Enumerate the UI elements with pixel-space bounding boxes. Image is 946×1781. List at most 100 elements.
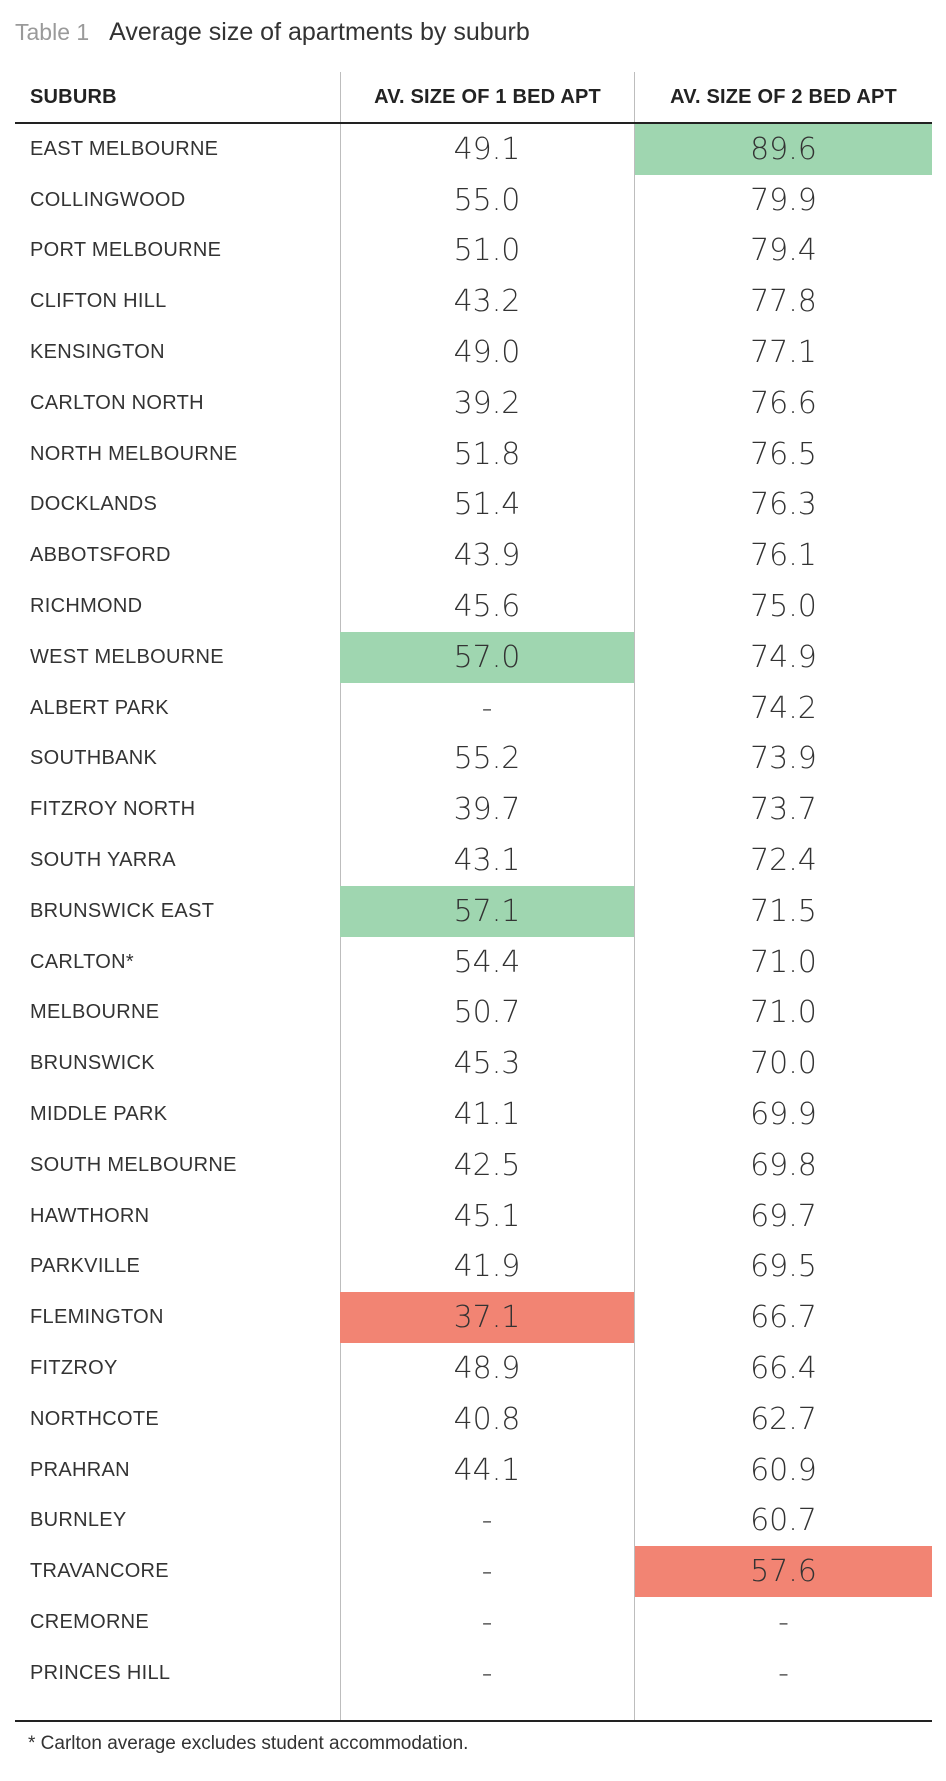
table-row: PORT MELBOURNE 51.0 79.4 <box>15 226 932 277</box>
suburb-cell: ABBOTSFORD <box>30 544 171 567</box>
one-bed-cell: - <box>481 690 493 726</box>
two-bed-cell: 89.6 <box>635 124 932 175</box>
one-bed-cell: 54.4 <box>453 944 521 980</box>
table-row: ALBERT PARK - 74.2 <box>15 683 932 734</box>
one-bed-cell: 50.7 <box>453 995 521 1031</box>
suburb-cell: SOUTH MELBOURNE <box>30 1153 237 1176</box>
two-bed-cell: 57.6 <box>635 1546 932 1598</box>
table-row: HAWTHORN 45.1 69.7 <box>15 1191 932 1242</box>
one-bed-cell: 39.2 <box>453 385 521 421</box>
two-bed-cell: 76.5 <box>750 436 817 472</box>
table-row: BRUNSWICK EAST 57.1 71.5 <box>15 885 932 937</box>
suburb-cell: FITZROY <box>30 1357 118 1380</box>
two-bed-cell: 69.5 <box>750 1249 817 1285</box>
suburb-cell: PRINCES HILL <box>30 1661 171 1684</box>
one-bed-cell: - <box>481 1655 493 1691</box>
two-bed-cell: - <box>778 1605 789 1640</box>
one-bed-cell: 51.4 <box>453 487 521 523</box>
suburb-cell: NORTH MELBOURNE <box>30 442 238 465</box>
table-row: CARLTON* 54.4 71.0 <box>15 937 932 988</box>
suburb-cell: MELBOURNE <box>30 1001 160 1024</box>
two-bed-cell: 72.4 <box>750 843 817 879</box>
one-bed-cell: 57.0 <box>340 631 634 683</box>
one-bed-cell: 55.2 <box>453 741 521 777</box>
one-bed-cell: 40.8 <box>453 1401 521 1437</box>
suburb-cell: EAST MELBOURNE <box>30 137 219 160</box>
one-bed-cell: 49.0 <box>453 335 521 371</box>
one-bed-cell: 45.1 <box>453 1198 521 1234</box>
table-row: MELBOURNE 50.7 71.0 <box>15 988 932 1039</box>
two-bed-cell: 75.0 <box>750 589 817 625</box>
two-bed-cell: 74.9 <box>750 639 817 675</box>
two-bed-cell: 76.6 <box>750 385 817 421</box>
suburb-cell: BURNLEY <box>30 1509 127 1532</box>
table-row: KENSINGTON 49.0 77.1 <box>15 327 932 378</box>
one-bed-cell: 49.1 <box>453 131 521 167</box>
suburb-cell: MIDDLE PARK <box>30 1103 168 1126</box>
two-bed-cell: 66.7 <box>750 1300 817 1336</box>
table-row: SOUTHBANK 55.2 73.9 <box>15 734 932 785</box>
one-bed-cell: 39.7 <box>453 792 521 828</box>
two-bed-cell: 77.8 <box>750 284 817 320</box>
suburb-cell: BRUNSWICK EAST <box>30 899 215 922</box>
suburb-cell: PARKVILLE <box>30 1255 141 1278</box>
one-bed-cell: 48.9 <box>453 1351 521 1387</box>
one-bed-cell: 45.3 <box>453 1046 521 1082</box>
table-row: BRUNSWICK 45.3 70.0 <box>15 1038 932 1089</box>
suburb-cell: SOUTHBANK <box>30 747 158 770</box>
table-row: BURNLEY - 60.7 <box>15 1496 932 1547</box>
header-suburb: SUBURB <box>30 85 117 108</box>
table-row: COLLINGWOOD 55.0 79.9 <box>15 175 932 226</box>
one-bed-cell: 43.9 <box>453 538 521 574</box>
suburb-cell: CARLTON NORTH <box>30 391 204 414</box>
one-bed-cell: 55.0 <box>453 182 521 218</box>
table-row: PARKVILLE 41.9 69.5 <box>15 1242 932 1293</box>
two-bed-cell: 74.2 <box>750 690 817 726</box>
suburb-cell: FLEMINGTON <box>30 1306 164 1329</box>
suburb-cell: CARLTON* <box>30 950 134 973</box>
header-one-bed: AV. SIZE OF 1 BED APT <box>374 85 601 108</box>
one-bed-cell: 42.5 <box>453 1147 521 1183</box>
table-row: CLIFTON HILL 43.2 77.8 <box>15 276 932 327</box>
header-two-bed: AV. SIZE OF 2 BED APT <box>670 85 897 108</box>
two-bed-cell: 71.0 <box>750 995 817 1031</box>
two-bed-cell: 69.7 <box>750 1198 817 1234</box>
one-bed-cell: 51.0 <box>453 233 521 269</box>
table-row: DOCKLANDS 51.4 76.3 <box>15 480 932 531</box>
suburb-cell: TRAVANCORE <box>30 1560 169 1583</box>
one-bed-cell: 43.2 <box>453 284 521 320</box>
suburb-cell: KENSINGTON <box>30 341 165 364</box>
two-bed-cell: 79.4 <box>750 233 817 269</box>
two-bed-cell: 73.9 <box>750 741 817 777</box>
one-bed-cell: 43.1 <box>453 843 521 879</box>
two-bed-cell: 71.0 <box>750 944 817 980</box>
one-bed-cell: 51.8 <box>453 436 521 472</box>
one-bed-cell: 41.1 <box>453 1097 521 1133</box>
footnote: * Carlton average excludes student accom… <box>28 1733 469 1754</box>
header-rule <box>15 122 932 124</box>
suburb-cell: BRUNSWICK <box>30 1052 155 1075</box>
one-bed-cell: - <box>481 1605 493 1640</box>
one-bed-cell: - <box>481 1503 493 1539</box>
suburb-cell: PORT MELBOURNE <box>30 239 222 262</box>
suburb-cell: CREMORNE <box>30 1611 150 1633</box>
table-row: NORTHCOTE 40.8 62.7 <box>15 1394 932 1445</box>
two-bed-cell: 79.9 <box>750 182 817 218</box>
table-row: WEST MELBOURNE 57.0 74.9 <box>15 631 932 683</box>
two-bed-cell: 60.9 <box>750 1452 817 1488</box>
two-bed-cell: 69.8 <box>750 1147 817 1183</box>
table-row: SOUTH YARRA 43.1 72.4 <box>15 835 932 886</box>
one-bed-cell: - <box>481 1554 493 1590</box>
two-bed-cell: 73.7 <box>750 792 817 828</box>
suburb-cell: CLIFTON HILL <box>30 290 167 313</box>
table-title: Average size of apartments by suburb <box>109 18 530 46</box>
suburb-cell: SOUTH YARRA <box>30 849 176 872</box>
table-row: PRINCES HILL - - <box>15 1648 932 1699</box>
suburb-cell: ALBERT PARK <box>30 696 169 719</box>
one-bed-cell: 57.1 <box>340 885 634 937</box>
table-row: NORTH MELBOURNE 51.8 76.5 <box>15 429 932 480</box>
table-row: SOUTH MELBOURNE 42.5 69.8 <box>15 1140 932 1191</box>
suburb-cell: COLLINGWOOD <box>30 188 186 211</box>
table-caption: Table 1 Average size of apartments by su… <box>15 18 530 54</box>
table-row: FLEMINGTON 37.1 66.7 <box>15 1292 932 1344</box>
